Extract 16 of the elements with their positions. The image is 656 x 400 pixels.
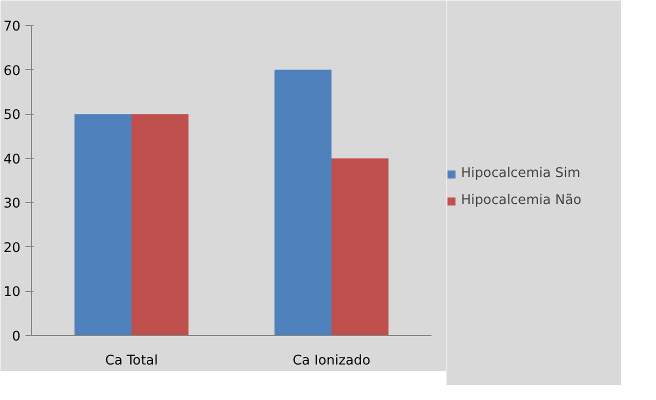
bar bbox=[274, 70, 332, 336]
y-tick-label: 60 bbox=[4, 64, 21, 79]
y-tick-label: 20 bbox=[4, 240, 21, 256]
bar bbox=[74, 114, 132, 336]
y-tick-label: 70 bbox=[4, 20, 21, 34]
bar bbox=[132, 114, 188, 336]
legend-label: Hipocalcemia Não bbox=[461, 193, 582, 208]
y-tick-label: 40 bbox=[4, 152, 21, 168]
x-tick-label: Ca Ionizado bbox=[292, 354, 370, 368]
y-tick-label: 10 bbox=[4, 285, 21, 300]
x-tick-label: Ca Total bbox=[105, 354, 158, 368]
bar bbox=[332, 158, 388, 336]
y-tick-label: 0 bbox=[12, 330, 21, 344]
legend-label: Hipocalcemia Sim bbox=[461, 166, 580, 181]
y-tick-label: 50 bbox=[4, 108, 21, 124]
y-tick-label: 30 bbox=[4, 196, 21, 212]
